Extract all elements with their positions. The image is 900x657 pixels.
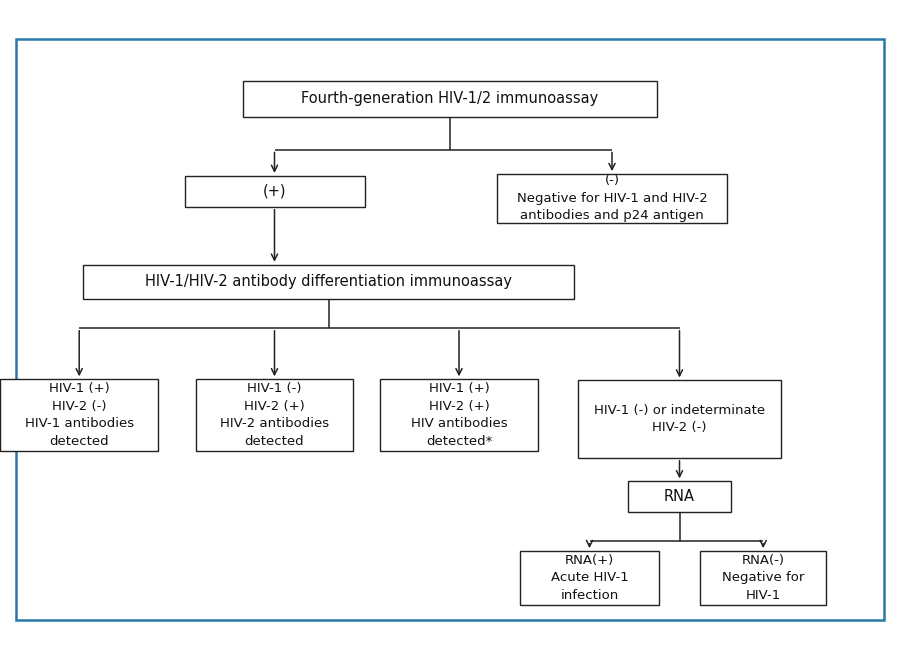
Bar bbox=[578, 380, 781, 458]
Text: HIV-1 (+)
HIV-2 (-)
HIV-1 antibodies
detected: HIV-1 (+) HIV-2 (-) HIV-1 antibodies det… bbox=[24, 382, 134, 448]
Text: Detecting Acute HIV in New Diagnostic Testing Algorithm: Detecting Acute HIV in New Diagnostic Te… bbox=[204, 8, 696, 22]
Bar bbox=[628, 481, 731, 512]
Bar bbox=[497, 174, 727, 223]
Bar bbox=[184, 176, 364, 207]
Text: RNA: RNA bbox=[664, 489, 695, 504]
Bar bbox=[83, 265, 573, 300]
Text: HIV-1 (+)
HIV-2 (+)
HIV antibodies
detected*: HIV-1 (+) HIV-2 (+) HIV antibodies detec… bbox=[410, 382, 508, 448]
Bar bbox=[520, 551, 659, 604]
Text: HIV-1/HIV-2 antibody differentiation immunoassay: HIV-1/HIV-2 antibody differentiation imm… bbox=[145, 275, 512, 290]
Text: (+): (+) bbox=[263, 184, 286, 199]
Text: HIV-1 (-)
HIV-2 (+)
HIV-2 antibodies
detected: HIV-1 (-) HIV-2 (+) HIV-2 antibodies det… bbox=[220, 382, 329, 448]
Bar bbox=[380, 379, 538, 451]
Text: HIV-1 (-) or indeterminate
HIV-2 (-): HIV-1 (-) or indeterminate HIV-2 (-) bbox=[594, 404, 765, 434]
Bar bbox=[1, 379, 158, 451]
Bar bbox=[196, 379, 353, 451]
Bar bbox=[243, 81, 657, 117]
Text: Fourth-generation HIV-1/2 immunoassay: Fourth-generation HIV-1/2 immunoassay bbox=[302, 91, 598, 106]
Text: Medscape: Medscape bbox=[14, 635, 92, 649]
Text: RNA(-)
Negative for
HIV-1: RNA(-) Negative for HIV-1 bbox=[722, 554, 805, 602]
Text: (-)
Negative for HIV-1 and HIV-2
antibodies and p24 antigen: (-) Negative for HIV-1 and HIV-2 antibod… bbox=[517, 175, 707, 223]
Text: RNA(+)
Acute HIV-1
infection: RNA(+) Acute HIV-1 infection bbox=[551, 554, 628, 602]
Text: Source: MMWR © 2013 Centers for Disease Control and Prevention (CDC): Source: MMWR © 2013 Centers for Disease … bbox=[451, 635, 886, 648]
Bar bbox=[700, 551, 826, 604]
